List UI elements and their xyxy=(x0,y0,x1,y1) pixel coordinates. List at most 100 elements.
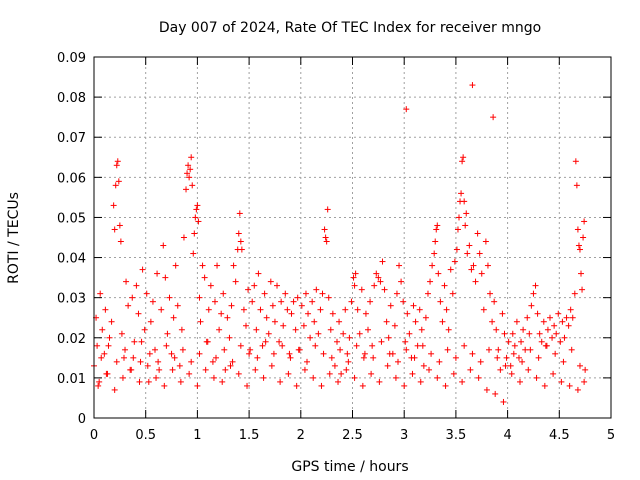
data-point xyxy=(450,370,457,377)
data-point xyxy=(345,358,352,365)
data-point xyxy=(253,326,260,333)
data-point xyxy=(351,374,358,381)
data-point xyxy=(469,350,476,357)
data-point xyxy=(376,378,383,385)
data-point xyxy=(309,298,316,305)
data-point xyxy=(360,354,367,361)
data-point xyxy=(401,382,408,389)
data-point xyxy=(176,362,183,369)
data-point xyxy=(115,178,122,185)
data-point xyxy=(515,354,522,361)
data-point xyxy=(426,366,433,373)
data-point xyxy=(179,346,186,353)
data-point xyxy=(294,294,301,301)
data-point xyxy=(517,378,524,385)
data-point xyxy=(495,346,502,353)
data-point xyxy=(117,238,124,245)
data-point xyxy=(470,262,477,269)
data-point xyxy=(312,342,319,349)
data-point xyxy=(267,278,274,285)
data-point xyxy=(113,162,120,169)
data-point xyxy=(458,190,465,197)
data-point xyxy=(343,366,350,373)
data-point xyxy=(460,154,467,161)
data-point xyxy=(579,286,586,293)
data-point xyxy=(229,358,236,365)
data-point xyxy=(435,270,442,277)
data-point xyxy=(178,326,185,333)
data-point xyxy=(183,186,190,193)
data-point xyxy=(429,262,436,269)
data-point xyxy=(541,382,548,389)
data-point xyxy=(287,354,294,361)
data-point xyxy=(417,378,424,385)
data-point xyxy=(108,318,115,325)
data-point xyxy=(135,310,142,317)
x-tick-label: 3.5 xyxy=(446,428,467,443)
data-point xyxy=(568,346,575,353)
data-point xyxy=(505,338,512,345)
data-point xyxy=(257,306,264,313)
data-point xyxy=(114,158,121,165)
data-point xyxy=(472,278,479,285)
y-tick-label: 0.05 xyxy=(57,211,86,226)
data-point xyxy=(575,242,582,249)
data-point xyxy=(485,346,492,353)
data-point xyxy=(307,334,314,341)
data-point xyxy=(351,282,358,289)
data-point xyxy=(411,354,418,361)
data-point xyxy=(552,350,559,357)
data-point xyxy=(338,370,345,377)
data-point xyxy=(434,222,441,229)
data-point xyxy=(254,354,261,361)
data-point xyxy=(350,274,357,281)
data-point xyxy=(153,374,160,381)
data-point xyxy=(483,386,490,393)
data-point xyxy=(324,206,331,213)
data-point xyxy=(567,306,574,313)
data-point xyxy=(188,358,195,365)
data-point xyxy=(209,358,216,365)
data-point xyxy=(463,210,470,217)
data-point xyxy=(274,282,281,289)
data-point xyxy=(557,338,564,345)
data-point xyxy=(558,378,565,385)
data-point xyxy=(251,282,258,289)
data-point xyxy=(361,350,368,357)
data-point xyxy=(280,322,287,329)
data-point xyxy=(210,374,217,381)
data-point xyxy=(204,338,211,345)
data-point xyxy=(168,350,175,357)
data-point xyxy=(437,298,444,305)
data-point xyxy=(511,342,518,349)
data-point xyxy=(163,342,170,349)
data-point xyxy=(414,342,421,349)
data-point xyxy=(156,366,163,373)
data-point xyxy=(565,322,572,329)
data-point xyxy=(282,290,289,297)
data-point xyxy=(193,206,200,213)
data-point xyxy=(242,322,249,329)
data-point xyxy=(128,366,135,373)
data-point xyxy=(188,154,195,161)
data-point xyxy=(533,374,540,381)
data-point xyxy=(581,218,588,225)
data-point xyxy=(166,294,173,301)
data-point xyxy=(478,270,485,277)
data-point xyxy=(383,318,390,325)
data-point xyxy=(402,338,409,345)
data-point xyxy=(489,318,496,325)
data-point xyxy=(293,382,300,389)
data-point xyxy=(572,158,579,165)
data-point xyxy=(525,366,532,373)
data-point xyxy=(386,350,393,357)
data-point xyxy=(501,330,508,337)
data-point xyxy=(576,246,583,253)
y-tick-label: 0.09 xyxy=(57,51,86,66)
data-point xyxy=(131,338,138,345)
y-tick-label: 0.02 xyxy=(57,332,86,347)
data-point xyxy=(111,386,118,393)
data-point xyxy=(553,330,560,337)
data-point xyxy=(270,350,277,357)
data-point xyxy=(400,298,407,305)
